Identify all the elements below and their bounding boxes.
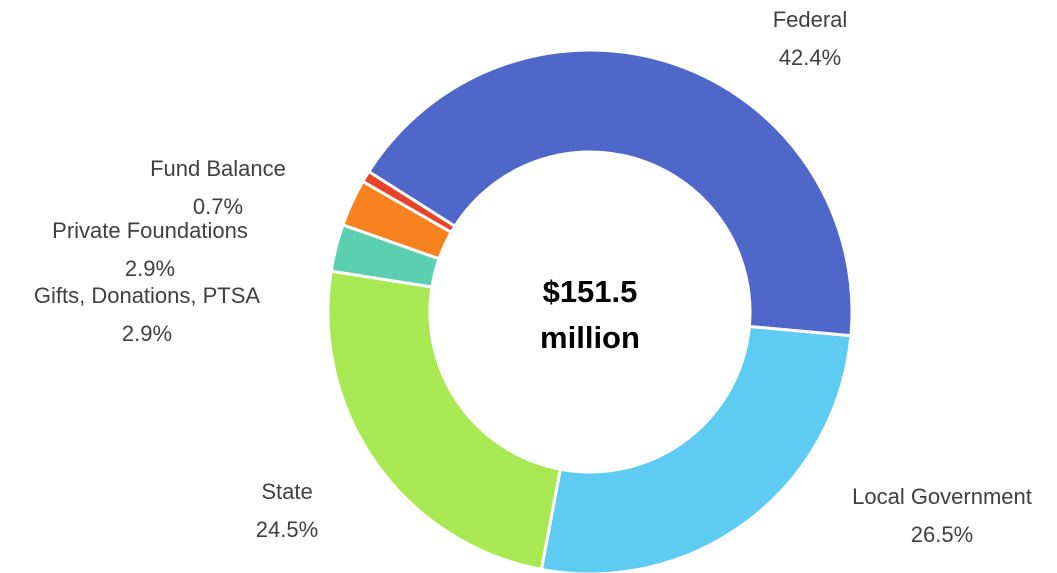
center-label: million (540, 320, 640, 355)
slice-label: Fund Balance (150, 156, 286, 181)
slice-label: Local Government (852, 484, 1032, 509)
slice-label: Federal (773, 7, 848, 32)
center-label: $151.5 (543, 274, 638, 309)
donut-slice (539, 324, 853, 573)
slice-label: State (261, 479, 312, 504)
donut-slice (366, 48, 854, 338)
slice-value-label: 2.9% (125, 256, 175, 281)
slice-value-label: 24.5% (256, 517, 318, 542)
donut-slice (360, 169, 457, 235)
slice-value-label: 26.5% (911, 522, 973, 547)
slice-label: Gifts, Donations, PTSA (34, 283, 261, 308)
donut-slice (326, 269, 563, 572)
slice-value-label: 0.7% (193, 194, 243, 219)
slice-value-label: 2.9% (122, 321, 172, 346)
slice-label: Private Foundations (52, 218, 248, 243)
slice-value-label: 42.4% (779, 45, 841, 70)
